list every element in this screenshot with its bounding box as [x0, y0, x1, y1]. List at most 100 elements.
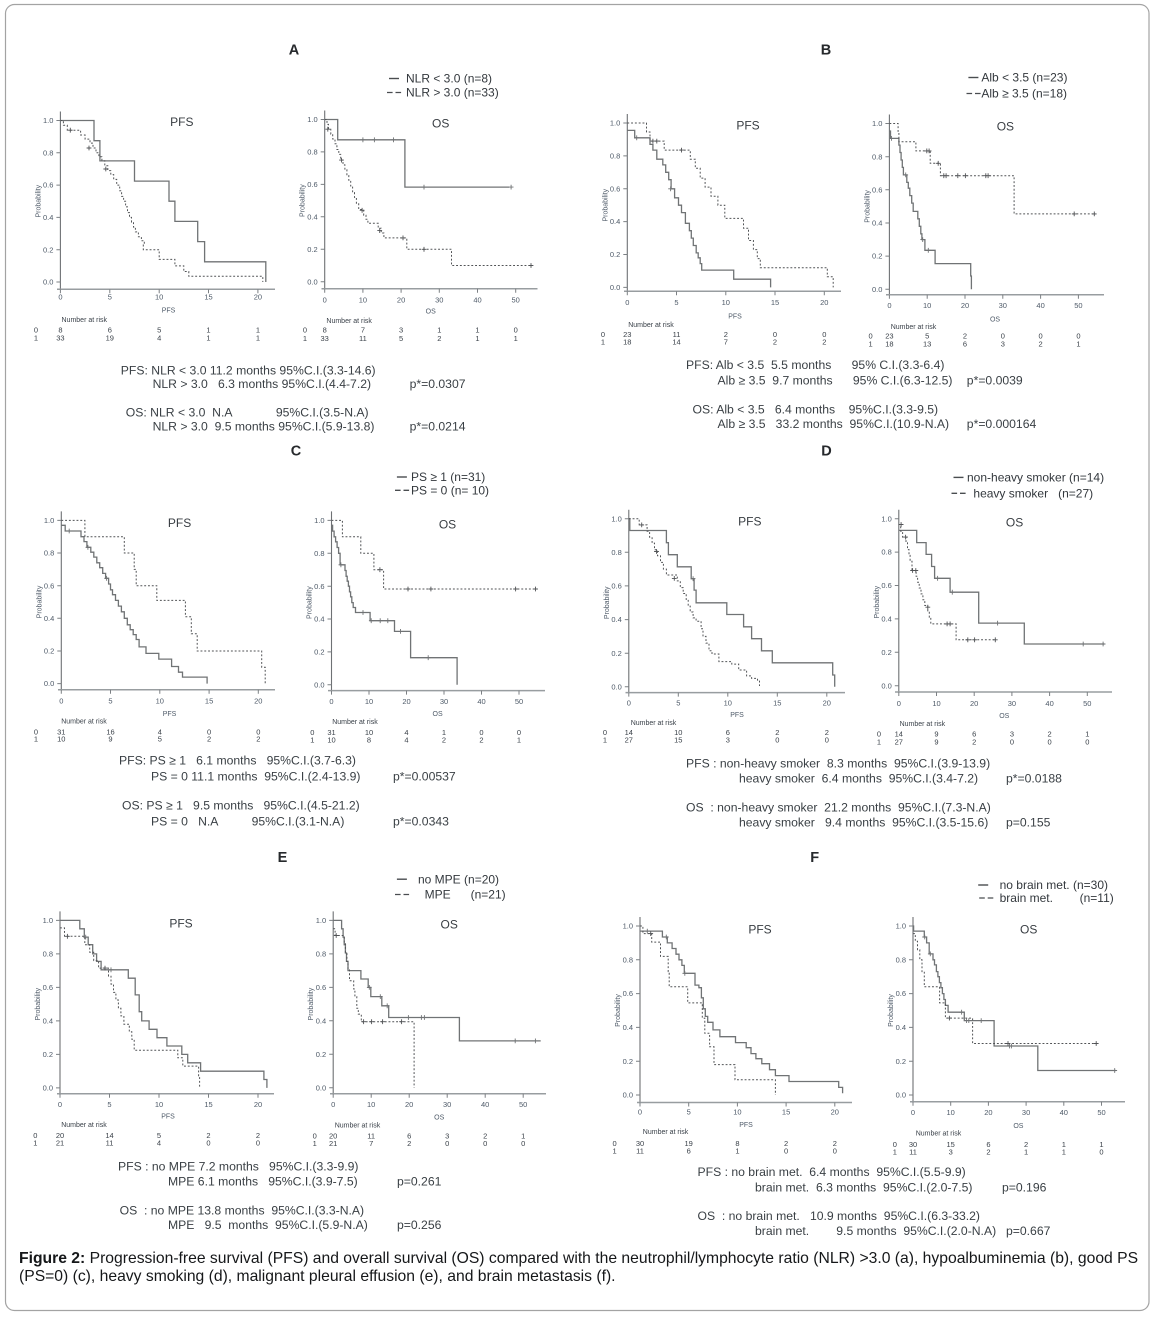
- svg-text:F: F: [810, 850, 819, 866]
- svg-text:0.8: 0.8: [611, 548, 621, 557]
- svg-text:8: 8: [58, 326, 62, 335]
- svg-text:non-heavy smoker (n=14): non-heavy smoker (n=14): [967, 471, 1104, 485]
- svg-text:30: 30: [443, 1100, 451, 1109]
- svg-text:0.0: 0.0: [623, 1091, 633, 1100]
- svg-text:0.0: 0.0: [610, 283, 620, 292]
- svg-text:5: 5: [674, 298, 678, 307]
- svg-text:30: 30: [1008, 699, 1016, 708]
- svg-text:brain met. (n=11): brain met. (n=11): [1000, 891, 1114, 905]
- svg-text:p*=0.0343: p*=0.0343: [393, 814, 449, 828]
- svg-text:OS: OS: [1006, 515, 1023, 529]
- svg-text:15: 15: [782, 1108, 790, 1117]
- svg-text:2: 2: [972, 737, 976, 746]
- svg-text:50: 50: [519, 1100, 527, 1109]
- svg-text:OS : no brain met. 10.9 mon: OS : no brain met. 10.9 months 95%C.I.(6…: [698, 1209, 980, 1223]
- svg-text:0.8: 0.8: [316, 950, 326, 959]
- svg-text:20: 20: [831, 1108, 839, 1117]
- svg-text:OS: OS: [1020, 922, 1037, 936]
- svg-text:0: 0: [34, 326, 38, 335]
- svg-text:10: 10: [57, 735, 65, 744]
- svg-text:2: 2: [963, 332, 967, 341]
- svg-text:0: 0: [323, 296, 327, 305]
- svg-text:20: 20: [823, 698, 831, 707]
- svg-text:20: 20: [254, 1100, 262, 1109]
- svg-text:31: 31: [327, 728, 335, 737]
- svg-text:10: 10: [923, 301, 931, 310]
- svg-text:5: 5: [676, 698, 680, 707]
- svg-text:13: 13: [923, 339, 931, 348]
- svg-text:5: 5: [399, 334, 403, 343]
- svg-text:6: 6: [726, 728, 730, 737]
- svg-text:9: 9: [934, 737, 938, 746]
- svg-text:30: 30: [1022, 1108, 1030, 1117]
- svg-text:40: 40: [477, 697, 485, 706]
- svg-text:0: 0: [310, 728, 314, 737]
- svg-text:MPE 6.1 months 95%C.I.(3.9-7: MPE 6.1 months 95%C.I.(3.9-7.5): [168, 1174, 358, 1188]
- svg-text:20: 20: [254, 697, 262, 706]
- svg-text:15: 15: [204, 293, 212, 302]
- svg-text:14: 14: [895, 730, 903, 739]
- svg-text:OS: OS: [999, 713, 1009, 720]
- svg-text:0.0: 0.0: [43, 278, 53, 287]
- svg-text:3: 3: [1001, 339, 1005, 348]
- svg-text:9: 9: [934, 730, 938, 739]
- svg-text:Probability: Probability: [35, 184, 42, 217]
- svg-text:0.4: 0.4: [881, 615, 891, 624]
- svg-text:PFS: PFS: [736, 118, 759, 132]
- svg-text:PFS: PS ≥ 1 6.1 months 95%: PFS: PS ≥ 1 6.1 months 95%C.I.(3.7-6.3): [119, 753, 356, 767]
- svg-text:1: 1: [206, 334, 210, 343]
- svg-text:0.2: 0.2: [44, 647, 54, 656]
- svg-text:2: 2: [775, 728, 779, 737]
- svg-text:OS: Alb < 3.5 6.4 months: OS: Alb < 3.5 6.4 months 95%C.I.(3.3-9.5…: [693, 402, 939, 416]
- svg-text:Alb ≥ 3.5 9.7 months 95%: Alb ≥ 3.5 9.7 months 95% C.I.(6.3-12.5): [718, 373, 953, 387]
- svg-text:PFS : no MPE 7.2 months 95%C: PFS : no MPE 7.2 months 95%C.I.(3.3-9.9): [118, 1159, 358, 1173]
- svg-text:11: 11: [106, 1138, 114, 1147]
- svg-text:10: 10: [932, 699, 940, 708]
- svg-text:3: 3: [726, 735, 730, 744]
- svg-text:1: 1: [310, 736, 314, 745]
- svg-text:2: 2: [442, 736, 446, 745]
- svg-text:NLR > 3.0 9.5 months 95%C.I.(: NLR > 3.0 9.5 months 95%C.I.(5.9-13.8): [153, 419, 375, 433]
- svg-text:Number at risk: Number at risk: [916, 1131, 962, 1138]
- svg-text:0.4: 0.4: [316, 1016, 326, 1025]
- svg-text:OS: OS: [433, 711, 443, 718]
- svg-text:0.4: 0.4: [872, 219, 882, 228]
- svg-text:1.0: 1.0: [314, 516, 324, 525]
- svg-text:p*=0.0188: p*=0.0188: [1006, 771, 1062, 785]
- svg-text:Number at risk: Number at risk: [631, 720, 677, 727]
- svg-text:1: 1: [603, 735, 607, 744]
- svg-text:7: 7: [369, 1139, 373, 1148]
- svg-text:Number at risk: Number at risk: [643, 1129, 689, 1136]
- svg-text:2: 2: [822, 338, 826, 347]
- svg-text:OS: NLR < 3.0 N.A: OS: NLR < 3.0 N.A 95%C.I.(3.5-N.A): [126, 405, 369, 419]
- svg-text:p*=0.00537: p*=0.00537: [393, 769, 456, 783]
- svg-text:0: 0: [445, 1139, 449, 1148]
- svg-text:40: 40: [1060, 1108, 1068, 1117]
- svg-text:18: 18: [885, 339, 893, 348]
- svg-text:PFS: PFS: [739, 1122, 753, 1129]
- svg-text:PFS : no brain met. 6.4 month: PFS : no brain met. 6.4 months 95%C.I.(5…: [698, 1165, 966, 1179]
- svg-text:OS: OS: [990, 316, 1000, 323]
- svg-text:p=0.667: p=0.667: [1006, 1224, 1051, 1238]
- svg-text:0.2: 0.2: [314, 648, 324, 657]
- svg-text:0.4: 0.4: [43, 1017, 53, 1026]
- svg-text:5: 5: [157, 1131, 161, 1140]
- svg-text:10: 10: [724, 698, 732, 707]
- svg-text:p*=0.000164: p*=0.000164: [967, 417, 1037, 431]
- svg-text:0: 0: [34, 728, 38, 737]
- svg-text:Probability: Probability: [604, 586, 611, 619]
- svg-text:PS = 0 11.1 months 95%C.I.(2.: PS = 0 11.1 months 95%C.I.(2.4-13.9): [151, 769, 360, 783]
- svg-text:0.8: 0.8: [610, 152, 620, 161]
- svg-text:1: 1: [34, 334, 38, 343]
- svg-text:0: 0: [517, 728, 521, 737]
- svg-text:0: 0: [313, 1131, 317, 1140]
- svg-text:33: 33: [56, 334, 64, 343]
- svg-text:1: 1: [517, 736, 521, 745]
- svg-text:11: 11: [359, 334, 367, 343]
- svg-text:Alb < 3.5 (n=23): Alb < 3.5 (n=23): [981, 71, 1067, 85]
- svg-text:1: 1: [1076, 339, 1080, 348]
- svg-text:2: 2: [483, 1131, 487, 1140]
- svg-text:2: 2: [256, 735, 260, 744]
- svg-text:Number at risk: Number at risk: [900, 721, 946, 728]
- svg-text:9: 9: [108, 735, 112, 744]
